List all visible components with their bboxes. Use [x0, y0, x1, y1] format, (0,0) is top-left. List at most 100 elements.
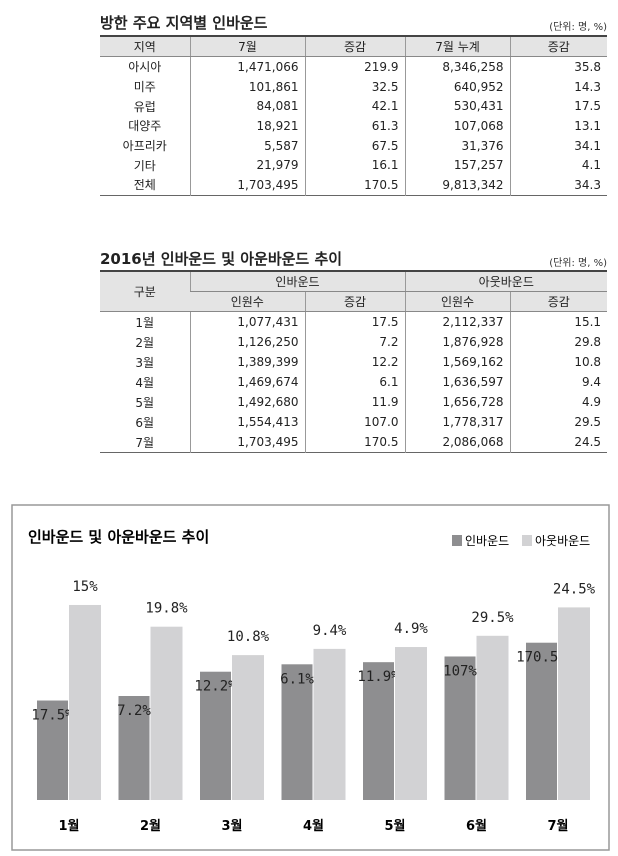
table-cell: 1,703,495 — [189, 175, 305, 196]
data-label: 6.1% — [280, 671, 314, 687]
x-tick-label: 4월 — [303, 818, 324, 834]
table-cell: 1,389,399 — [189, 352, 305, 372]
table-cell: 34.3 — [509, 175, 607, 196]
table-cell: 2,112,337 — [404, 311, 511, 332]
bar — [476, 635, 509, 800]
data-label: 7.2% — [117, 703, 151, 719]
table-cell: 유럽 — [133, 99, 156, 114]
data-label: 24.5% — [553, 581, 596, 597]
table-cell: 101,861 — [189, 76, 305, 97]
table-head: 구분 인바운드 아웃바운드 인원수 증감 인원수 증감 — [100, 271, 608, 312]
table-cell: 1,569,162 — [404, 352, 511, 372]
table-cell: 84,081 — [189, 96, 305, 117]
table-cell: 1,778,317 — [404, 412, 511, 432]
data-label: 9.4% — [313, 623, 347, 639]
x-tick-label: 2월 — [140, 818, 161, 834]
table-cell: 3월 — [135, 355, 155, 370]
table-cell: 13.1 — [509, 116, 607, 136]
bar — [558, 607, 590, 800]
table-cell: 67.5 — [304, 135, 405, 156]
data-label: 170.5% — [516, 650, 567, 666]
table-cell: 17.5 — [509, 96, 607, 117]
table-row: 1월 1,077,431 17.5 2,112,337 15.1 — [100, 311, 608, 332]
legend-label: 인바운드 — [465, 534, 509, 548]
x-tick-label: 6월 — [466, 818, 487, 834]
table-cell: 1,471,066 — [189, 56, 305, 77]
table-body: 1월 1,077,431 17.5 2,112,337 15.1 2월 1,126,250 7… — [100, 311, 608, 453]
table-cell: 7월 — [135, 435, 155, 450]
bar — [444, 656, 476, 800]
bar — [395, 647, 427, 800]
header-cell: 증감 — [304, 291, 406, 312]
table-cell: 1,703,495 — [189, 432, 305, 453]
table-cell: 1,469,674 — [189, 372, 305, 392]
table-cell: 2,086,068 — [404, 432, 511, 453]
bar — [281, 664, 313, 800]
bar — [69, 604, 101, 800]
header-cell: 인바운드 — [189, 271, 406, 292]
data-label: 10.8% — [227, 629, 270, 645]
table-cell: 107,068 — [404, 116, 510, 136]
table-cell: 4.9 — [509, 392, 608, 412]
table-cell: 11.9 — [304, 392, 406, 412]
x-tick-label: 3월 — [221, 818, 242, 834]
x-tick-label: 7월 — [547, 818, 568, 834]
table-row: 전체 1,703,495 170.5 9,813,342 34.3 — [100, 175, 607, 196]
bar — [313, 648, 346, 800]
table-cell: 1,876,928 — [404, 332, 511, 352]
data-label: 11.9% — [357, 669, 400, 685]
header-cell: 증감 — [509, 36, 607, 57]
header-cell: 7월 — [189, 36, 305, 57]
table-cell: 42.1 — [304, 96, 405, 117]
header-cell: 7월 누계 — [404, 36, 510, 57]
table-row: 유럽 84,081 42.1 530,431 17.5 — [100, 96, 607, 117]
table-cell: 9.4 — [509, 372, 608, 392]
table-title: 2016년 인바운드 및 아운바운드 추이 — [100, 250, 343, 268]
table-cell: 대양주 — [128, 119, 162, 134]
table-cell: 2월 — [135, 335, 155, 350]
table-cell: 21,979 — [189, 155, 305, 176]
table-cell: 5월 — [135, 395, 155, 410]
table-body: 아시아 1,471,066 219.9 8,346,258 35.8 미주 101,861 3… — [100, 56, 607, 196]
bar — [150, 626, 183, 800]
table-cell: 29.8 — [509, 332, 608, 352]
region-table: 지역 7월 증감 7월 누계 증감 아시아 1,471,066 219.9 8,346,258 3… — [100, 35, 607, 196]
header-cell: 증감 — [509, 291, 608, 312]
table-cell: 24.5 — [509, 432, 608, 453]
bar — [526, 642, 557, 800]
data-label: 4.9% — [394, 621, 428, 637]
table-cell: 6월 — [135, 415, 155, 430]
table-cell: 219.9 — [304, 56, 405, 77]
table-cell: 18,921 — [189, 116, 305, 136]
table-cell: 1,126,250 — [189, 332, 305, 352]
header-row: 인원수 증감 인원수 증감 — [100, 291, 608, 312]
table-cell: 기타 — [133, 158, 156, 173]
table-cell: 8,346,258 — [404, 56, 510, 77]
legend-swatch — [522, 535, 532, 546]
table-row: 5월 1,492,680 11.9 1,656,728 4.9 — [100, 392, 608, 412]
table-row: 6월 1,554,413 107.0 1,778,317 29.5 — [100, 412, 608, 432]
table-row: 아프리카 5,587 67.5 31,376 34.1 — [100, 135, 607, 156]
table-head: 지역 7월 증감 7월 누계 증감 — [100, 36, 607, 57]
table-cell: 157,257 — [404, 155, 510, 176]
chart-title: 인바운드 및 아운바운드 추이 — [28, 528, 209, 546]
bar — [118, 696, 150, 800]
table-row: 3월 1,389,399 12.2 1,569,162 10.8 — [100, 352, 608, 372]
data-label: 15% — [72, 579, 98, 595]
table-cell: 29.5 — [509, 412, 608, 432]
table-cell: 170.5 — [304, 432, 406, 453]
bar — [363, 662, 394, 800]
table-cell: 1,492,680 — [189, 392, 305, 412]
data-label: 17.5% — [31, 708, 74, 724]
header-cell: 증감 — [304, 36, 405, 57]
header-cell: 인원수 — [190, 291, 305, 312]
table-cell: 31,376 — [404, 135, 510, 156]
unit-note: (단위: 명, %) — [549, 22, 607, 33]
trend-table: 구분 인바운드 아웃바운드 인원수 증감 인원수 증감 1월 1,077,431 17.5 2,11… — [100, 270, 608, 453]
header-row: 구분 인바운드 아웃바운드 — [100, 271, 608, 312]
data-label: 107% — [443, 663, 477, 679]
table-cell: 1,636,597 — [404, 372, 511, 392]
table-cell: 61.3 — [304, 116, 405, 136]
table-row: 기타 21,979 16.1 157,257 4.1 — [100, 155, 607, 176]
header-row: 지역 7월 증감 7월 누계 증감 — [100, 36, 607, 57]
